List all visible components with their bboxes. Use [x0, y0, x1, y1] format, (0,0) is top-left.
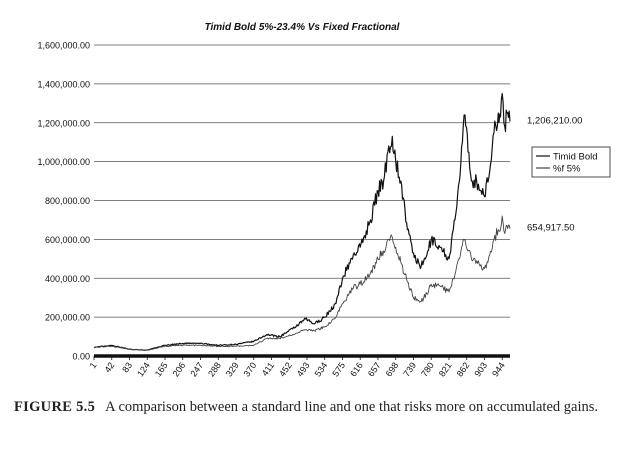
- x-tick-label-16: 657: [366, 360, 383, 378]
- figure-caption: FIGURE 5.5 A comparison between a standar…: [14, 396, 614, 418]
- x-tick-label-15: 616: [348, 360, 365, 378]
- legend-box: [531, 146, 611, 178]
- x-tick-label-23: 944: [490, 360, 507, 378]
- x-tick-label-11: 452: [277, 360, 294, 378]
- caption-text: A comparison between a standard line and…: [105, 399, 599, 415]
- end-value-label-0: 1,206,210.00: [527, 116, 582, 127]
- x-tick-label-8: 329: [224, 360, 241, 378]
- legend-entry-0: Timid Bold: [553, 152, 598, 163]
- x-tick-label-3: 124: [135, 360, 152, 378]
- x-tick-label-10: 411: [260, 360, 276, 377]
- x-tick-label-17: 698: [384, 360, 401, 378]
- x-tick-label-21: 862: [455, 360, 472, 378]
- y-tick-label-2: 400,000.00: [45, 274, 90, 284]
- y-tick-label-3: 600,000.00: [45, 235, 90, 245]
- x-tick-label-14: 575: [330, 360, 347, 378]
- x-tick-label-5: 206: [171, 360, 188, 378]
- series-line-0: [93, 92, 511, 351]
- y-axis-tick-labels: 0.00 200,000.00 400,000.00 600,000.00 800,00…: [37, 41, 90, 362]
- y-tick-label-6: 1,200,000.00: [37, 118, 90, 128]
- x-tick-label-22: 903: [472, 360, 489, 378]
- x-tick-label-6: 247: [188, 360, 205, 378]
- x-tick-label-12: 493: [295, 360, 312, 378]
- x-axis-tick-labels: 1 42 83 124 165 206 247 288 329 370 411 452 493 534 57…: [88, 360, 507, 378]
- x-tick-label-19: 780: [419, 360, 436, 378]
- x-tick-label-20: 821: [437, 360, 454, 378]
- x-tick-label-13: 534: [313, 360, 330, 378]
- y-tick-label-0: 0.00: [72, 352, 90, 362]
- end-value-label-1: 654,917.50: [527, 223, 575, 234]
- y-tick-label-1: 200,000.00: [45, 313, 90, 323]
- x-tick-label-9: 370: [242, 360, 259, 378]
- y-tick-label-5: 1,000,000.00: [37, 157, 90, 167]
- x-tick-label-7: 288: [206, 360, 223, 378]
- x-axis: [93, 354, 510, 360]
- x-tick-label-2: 83: [120, 360, 134, 374]
- y-tick-label-4: 800,000.00: [45, 196, 90, 206]
- series-line-1: [93, 215, 511, 351]
- gridlines: [94, 44, 510, 357]
- series-lines: [93, 92, 511, 351]
- legend: Timid Bold%f 5%: [531, 146, 611, 178]
- x-tick-label-1: 42: [102, 360, 116, 374]
- x-tick-label-4: 165: [153, 360, 170, 378]
- y-tick-label-8: 1,600,000.00: [37, 41, 90, 51]
- x-tick-label-18: 739: [401, 360, 418, 378]
- x-tick-label-0: 1: [88, 360, 99, 370]
- line-chart: Timid Bold 5%-23.4% Vs Fixed Fractional …: [37, 22, 611, 378]
- figure-label: FIGURE 5.5: [14, 399, 96, 415]
- y-tick-label-7: 1,400,000.00: [37, 79, 90, 89]
- chart-title: Timid Bold 5%-23.4% Vs Fixed Fractional: [205, 22, 400, 33]
- legend-entry-1: %f 5%: [553, 164, 581, 175]
- end-value-annotations: 1,206,210.00 654,917.50: [527, 116, 582, 234]
